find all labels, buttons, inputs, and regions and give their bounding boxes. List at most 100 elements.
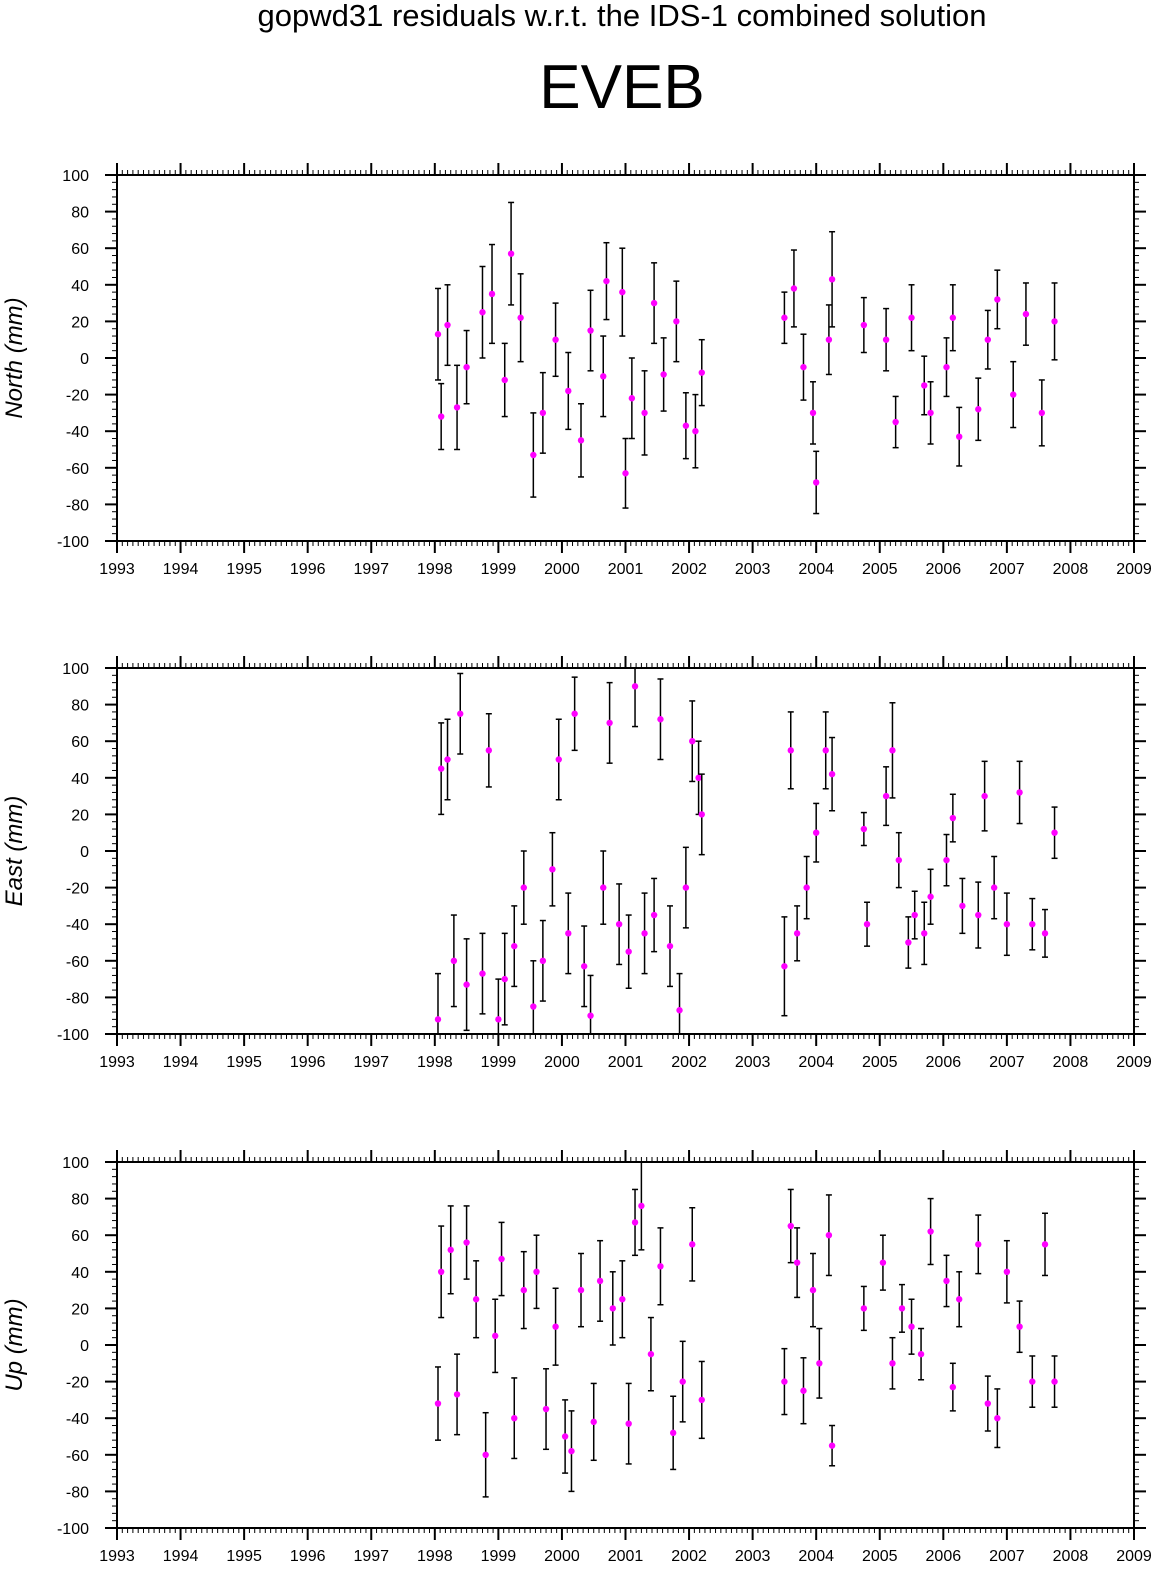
x-tick-label: 2007 [989, 561, 1025, 578]
x-tick-label: 1994 [163, 1548, 199, 1565]
y-tick-label: -80 [66, 1484, 89, 1501]
y-axis-title: North (mm) [1, 297, 28, 418]
x-tick-label: 2002 [671, 1054, 707, 1071]
data-point [812, 829, 820, 836]
data-point [793, 930, 801, 937]
data-point [577, 437, 585, 444]
y-axis-title: East (mm) [1, 796, 28, 907]
data-point [463, 981, 470, 988]
x-tick-label: 2001 [608, 561, 644, 578]
data-point [790, 285, 798, 292]
data-point [434, 1016, 442, 1023]
data-point [787, 1222, 794, 1230]
data-point [615, 921, 623, 928]
data-point [533, 1268, 540, 1276]
data-point [889, 1360, 896, 1367]
data-point [625, 1420, 632, 1427]
data-point [590, 1418, 597, 1426]
data-point [984, 1400, 992, 1407]
data-point [482, 1451, 489, 1459]
data-point [812, 479, 820, 486]
data-point [984, 336, 992, 343]
x-tick-label: 1998 [417, 1548, 453, 1565]
x-tick-label: 2002 [671, 1548, 707, 1565]
plot-frame [116, 1161, 1135, 1529]
data-point [949, 814, 957, 822]
y-tick-label: -20 [66, 388, 89, 405]
data-point [485, 747, 493, 754]
data-point [1038, 409, 1046, 417]
data-point [555, 756, 562, 763]
data-point [625, 948, 632, 955]
x-tick-label: 1998 [417, 561, 453, 578]
data-point [437, 413, 445, 420]
data-point [698, 369, 705, 376]
y-tick-label: 40 [71, 278, 89, 295]
data-point [552, 336, 559, 343]
data-point [698, 811, 705, 818]
data-point [447, 1246, 454, 1254]
y-tick-label: 60 [71, 1228, 89, 1245]
x-tick-label: 2004 [798, 1548, 834, 1565]
x-tick-label: 2007 [989, 1054, 1025, 1071]
x-tick-label: 2008 [1053, 561, 1089, 578]
data-point [622, 470, 629, 477]
data-point [959, 902, 966, 910]
data-point [803, 884, 810, 891]
x-tick-label: 1999 [481, 561, 517, 578]
data-point [498, 1255, 505, 1263]
data-point [520, 884, 527, 891]
data-point [1041, 1241, 1049, 1248]
y-tick-label: 80 [71, 205, 89, 222]
data-point [1016, 1323, 1023, 1330]
data-point [660, 371, 667, 378]
data-point [892, 418, 899, 426]
data-point [669, 1429, 677, 1437]
figure-subtitle: gopwd31 residuals w.r.t. the IDS-1 combi… [258, 0, 987, 33]
data-point [657, 1263, 664, 1270]
data-point [631, 683, 639, 690]
data-point [453, 404, 461, 411]
data-point [994, 296, 1001, 303]
data-point [457, 710, 464, 717]
data-point [577, 1286, 585, 1294]
data-point [692, 428, 699, 435]
data-point [828, 770, 836, 778]
y-tick-label: -40 [66, 424, 89, 441]
x-tick-label: 1997 [353, 561, 389, 578]
x-tick-label: 2000 [544, 1548, 580, 1565]
data-point [600, 884, 607, 891]
data-point [898, 1305, 906, 1312]
data-point [1010, 391, 1017, 398]
panel-up: 1993 1994 1995 1996 1997 1998 1999 2000 2001 2002… [1, 1150, 1152, 1565]
data-point [943, 363, 950, 371]
data-point [479, 309, 486, 316]
data-point [975, 911, 982, 919]
data-point [908, 314, 915, 321]
data-point [882, 336, 890, 343]
x-tick-label: 1994 [163, 1054, 199, 1071]
data-point [809, 1286, 817, 1294]
data-point [603, 277, 610, 285]
data-point [956, 1296, 963, 1303]
data-point [895, 856, 903, 864]
data-point [1016, 789, 1023, 796]
data-point [638, 1202, 645, 1210]
data-point [628, 395, 636, 402]
data-point [511, 942, 518, 950]
x-tick-label: 2007 [989, 1548, 1025, 1565]
data-point [882, 792, 890, 800]
y-tick-label: 60 [71, 734, 89, 751]
data-point [682, 422, 690, 429]
x-tick-label: 1998 [417, 1054, 453, 1071]
data-point [825, 1232, 833, 1239]
plot-frame [116, 667, 1135, 1035]
data-point [1003, 1268, 1011, 1276]
data-point [800, 1387, 807, 1394]
y-tick-label: -40 [66, 917, 89, 934]
x-tick-label: 1994 [163, 561, 199, 578]
y-tick-label: 0 [80, 1338, 89, 1355]
data-point [600, 373, 607, 380]
data-point [542, 1405, 550, 1413]
data-point [491, 1332, 499, 1340]
